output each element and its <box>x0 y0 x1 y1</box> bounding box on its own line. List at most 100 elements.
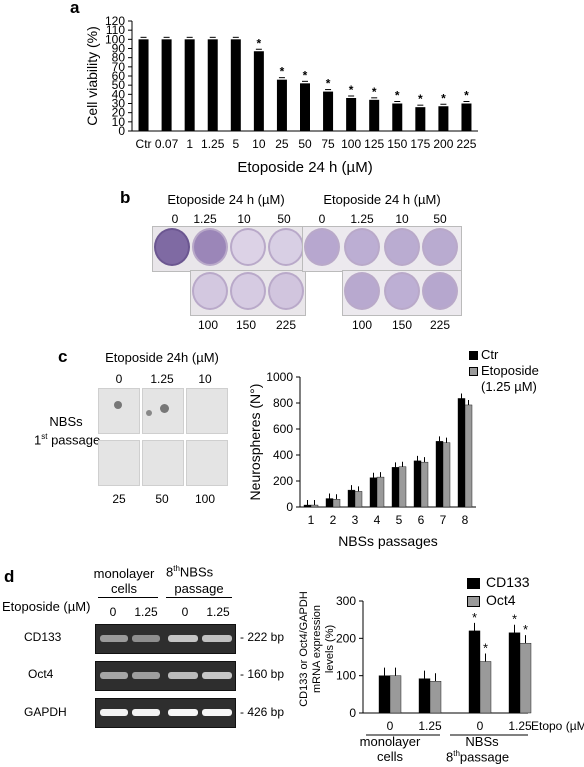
chart-a-y-tick-label: 30 <box>112 97 126 111</box>
chart-a-bar <box>438 106 449 131</box>
panel-b-left-dose-0: 0 <box>171 212 179 226</box>
panel-b-right-dose-1: 1.25 <box>350 212 374 226</box>
panel-b-right-bottom-dose-1: 150 <box>391 318 413 332</box>
divider-group-1 <box>98 597 158 598</box>
chart-d-significance-star: * <box>523 622 528 637</box>
micro-c-2 <box>186 388 228 434</box>
panel-d-col-group-1-line2: cells <box>110 581 138 596</box>
legend-c-ctr-swatch <box>469 351 478 360</box>
band-cd133-lane3 <box>168 635 198 642</box>
chart-c-y-tick-label: 400 <box>273 448 293 462</box>
chart-c-y-tick-label: 600 <box>273 422 293 436</box>
chart-a-bar <box>161 39 172 132</box>
chart-d-y-tick-label: 0 <box>349 706 356 720</box>
panel-b-left-dose-1: 1.25 <box>193 212 217 226</box>
chart-d-bar <box>429 681 442 714</box>
legend-c-eto-dose: (1.25 µM) <box>481 379 537 394</box>
chart-a-x-tick-label: 200 <box>433 137 453 151</box>
micro-c-5 <box>186 440 228 486</box>
chart-a-significance-star: * <box>326 77 331 91</box>
chart-d-x-label: Etopo (µM) <box>531 719 584 733</box>
chart-c-y-tick-label: 1000 <box>266 370 293 384</box>
chart-a-significance-star: * <box>349 83 354 97</box>
panel-a-letter: a <box>70 0 80 17</box>
legend-d-oct4-swatch <box>467 596 480 607</box>
chart-a-bar <box>276 79 287 131</box>
divider-group-2 <box>166 597 232 598</box>
chart-a-bar <box>138 39 149 132</box>
panel-d-group-1-line2: cells <box>376 749 404 764</box>
chart-a-significance-star: * <box>395 89 400 103</box>
panel-d-col-group-2-line1: 8thNBSs <box>166 564 214 580</box>
legend-c-ctr-label: Ctr <box>481 347 499 362</box>
panel-c-row-label-nbss: NBSs <box>49 414 83 429</box>
chart-a-y-tick-label: 70 <box>112 60 126 74</box>
gene-label-gapdh: GAPDH <box>24 705 67 719</box>
band-oct4-lane4 <box>202 672 232 679</box>
chart-a-bar <box>415 107 426 131</box>
chart-a-bar <box>300 83 310 131</box>
panel-c-title: Etoposide 24h (µM) <box>105 350 219 365</box>
chart-d-y-tick-label: 200 <box>336 631 356 645</box>
chart-a-x-tick-label: 225 <box>456 137 476 151</box>
well-left-6 <box>268 272 304 310</box>
panel-b-left-dose-2: 10 <box>237 212 251 226</box>
panel-d-etoposide-label: Etoposide (µM) <box>2 599 91 614</box>
chart-c-neurospheres: 0 200 400 600 800 1000 1 2 3 4 5 6 7 8 NBSs passages Ne… <box>247 370 476 549</box>
chart-d-bar <box>378 675 391 714</box>
band-oct4-lane3 <box>168 672 198 679</box>
chart-a-significance-star: * <box>280 65 285 79</box>
chart-a-y-tick-label: 40 <box>112 87 126 101</box>
chart-a-x-tick-label: 75 <box>321 137 335 151</box>
chart-c-y-tick-label: 0 <box>286 500 293 514</box>
chart-d-bar <box>468 630 481 714</box>
legend-d-oct4-label: Oct4 <box>486 592 516 608</box>
chart-c-y-label: Neurospheres (N°) <box>247 384 263 501</box>
chart-a-x-tick-label: 1.25 <box>201 137 225 151</box>
well-left-1 <box>192 228 228 266</box>
panel-b-left-bottom-dose-0: 100 <box>197 318 219 332</box>
well-right-2 <box>384 228 420 266</box>
chart-a-bar <box>323 91 334 131</box>
band-cd133-lane2 <box>132 635 160 642</box>
panel-c-letter: c <box>58 347 68 366</box>
panel-c-top-dose-2: 10 <box>198 372 212 386</box>
chart-a-significance-star: * <box>464 89 469 103</box>
well-left-0 <box>154 228 190 266</box>
chart-a-significance-star: * <box>441 91 446 105</box>
chart-a-bar <box>392 103 403 131</box>
chart-c-x-label: NBSs passages <box>338 533 438 549</box>
panel-c-top-dose-0: 0 <box>115 372 123 386</box>
chart-d-x-tick-label: 1.25 <box>418 719 442 733</box>
chart-a-x-tick-label: 150 <box>387 137 407 151</box>
panel-d-lane-dose-3: 1.25 <box>206 605 230 619</box>
chart-c-y-tick-label: 800 <box>273 396 293 410</box>
well-right-4 <box>344 272 380 310</box>
chart-a-y-tick-label: 90 <box>112 42 126 56</box>
legend-c-eto-label: Etoposide <box>481 363 539 378</box>
panel-b-right-dose-3: 50 <box>433 212 447 226</box>
chart-c-x-tick-label: 2 <box>330 513 337 527</box>
chart-d-y-tick-label: 300 <box>336 594 356 608</box>
chart-a-significance-star: * <box>372 85 377 99</box>
chart-a-x-tick-label: 50 <box>298 137 312 151</box>
band-gapdh-lane1 <box>100 709 128 716</box>
legend-d-cd133-swatch <box>467 578 480 589</box>
chart-a-y-tick-label: 0 <box>118 124 125 138</box>
panel-b-letter: b <box>120 188 131 207</box>
chart-a-bar <box>253 51 264 131</box>
sphere <box>114 401 122 409</box>
size-label-cd133: - 222 bp <box>240 630 285 644</box>
panel-d-lane-dose-0: 0 <box>109 605 117 619</box>
chart-a-bar <box>184 39 195 132</box>
chart-a-y-tick-label: 100 <box>105 32 125 46</box>
chart-a-significance-star: * <box>418 92 423 106</box>
well-right-3 <box>422 228 458 266</box>
chart-d-y-label: mRNA expression <box>311 605 323 693</box>
sphere <box>146 410 152 416</box>
well-right-5 <box>384 272 420 310</box>
chart-c-x-tick-label: 6 <box>418 513 425 527</box>
band-gapdh-lane3 <box>168 709 198 716</box>
panel-b-right-dose-0: 0 <box>318 212 326 226</box>
